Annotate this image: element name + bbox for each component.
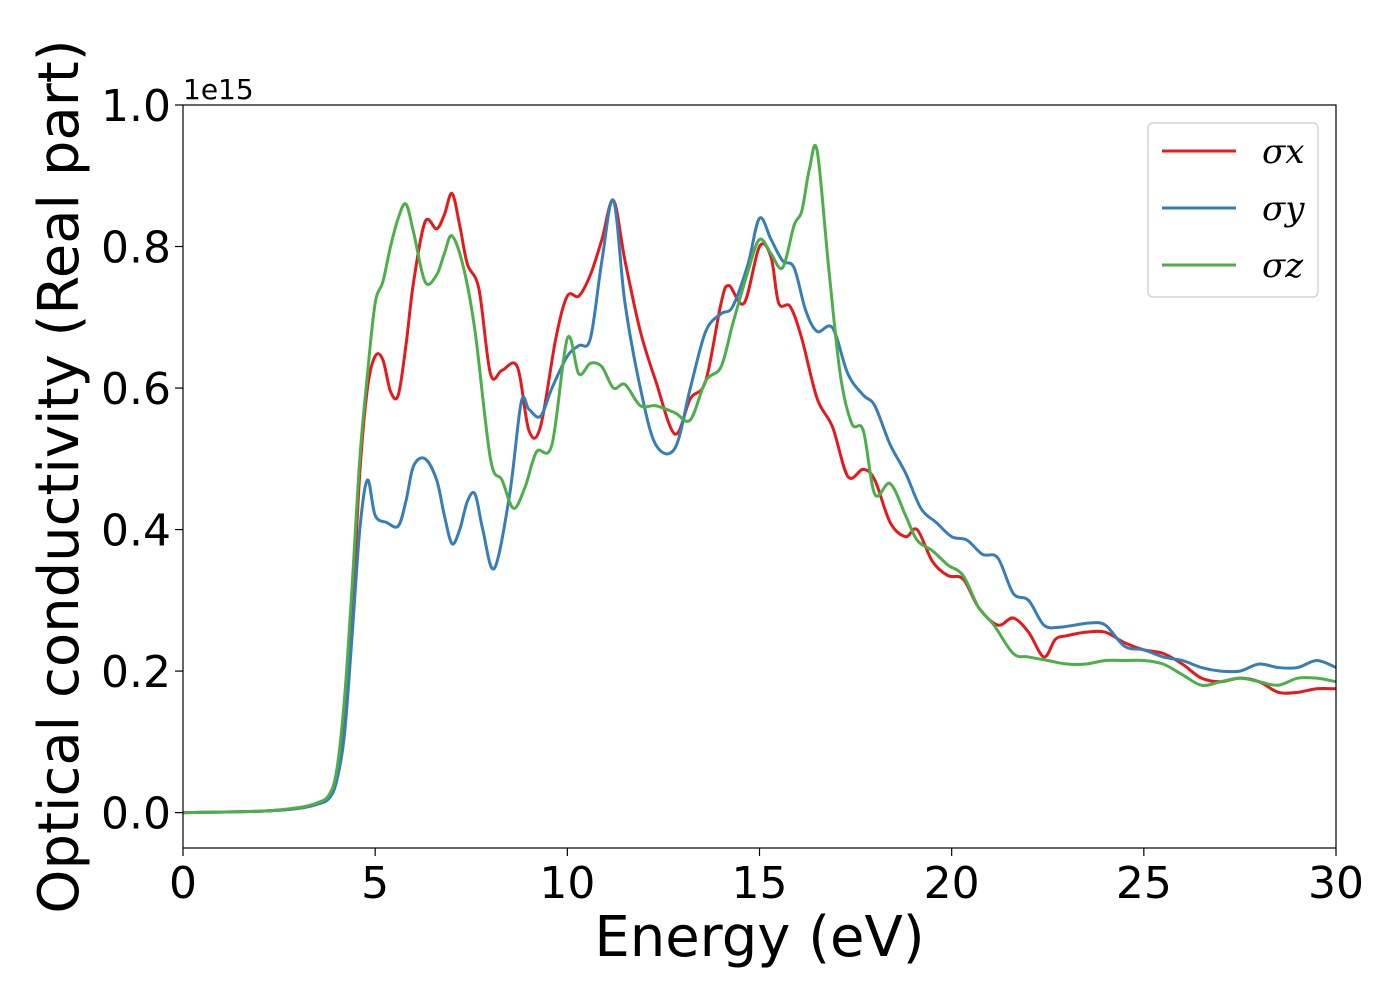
y-tick-label: 1.0 xyxy=(101,81,171,132)
y-axis-ticks: 0.0 0.2 0.4 0.6 0.8 1.0 xyxy=(101,81,183,840)
x-axis-title: Energy (eV) xyxy=(594,905,924,970)
y-offset-label: 1e15 xyxy=(183,73,254,106)
legend-label-2: σy xyxy=(1262,189,1305,229)
x-tick-label: 10 xyxy=(539,858,595,909)
x-tick-label: 30 xyxy=(1308,858,1364,909)
y-tick-label: 0.2 xyxy=(101,647,171,698)
legend-label-1: σx xyxy=(1262,132,1304,172)
x-tick-label: 25 xyxy=(1116,858,1172,909)
x-tick-label: 0 xyxy=(169,858,197,909)
x-tick-label: 5 xyxy=(361,858,389,909)
series-line-3 xyxy=(182,143,1337,815)
x-axis-ticks: 0 5 10 15 20 25 30 xyxy=(169,848,1364,909)
y-tick-label: 0.0 xyxy=(101,789,171,840)
y-tick-label: 0.4 xyxy=(101,506,171,557)
y-tick-label: 0.6 xyxy=(101,364,171,415)
y-axis-title: Optical conductivity (Real part) xyxy=(27,39,92,913)
series-layer xyxy=(182,143,1337,815)
x-tick-label: 15 xyxy=(732,858,788,909)
legend: σx σy σz xyxy=(1147,122,1319,298)
series-line-2 xyxy=(182,198,1337,815)
legend-box xyxy=(1147,122,1319,298)
x-tick-label: 20 xyxy=(924,858,980,909)
legend-label-3: σz xyxy=(1262,246,1304,286)
y-tick-label: 0.8 xyxy=(101,223,171,274)
